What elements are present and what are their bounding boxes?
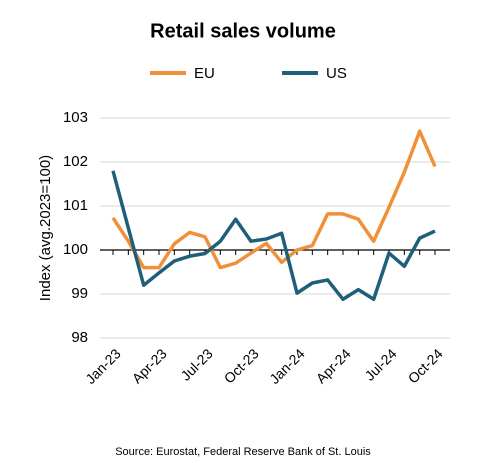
x-tick-label: Oct-23: [221, 345, 262, 386]
y-tick-label: 98: [71, 329, 88, 346]
x-tick-label: Jan-23: [82, 345, 124, 387]
x-tick-label: Jul-23: [177, 345, 215, 383]
x-tick-label: Apr-23: [129, 345, 170, 386]
x-tick-label: Apr-24: [313, 345, 354, 386]
chart-title: Retail sales volume: [150, 20, 336, 42]
x-tick-label: Oct-24: [405, 345, 446, 386]
y-axis-label: Index (avg.2023=100): [37, 155, 54, 301]
series-line: [111, 170, 436, 302]
x-tick-label: Jul-24: [361, 345, 399, 383]
legend-label: EU: [194, 65, 215, 82]
series-line: [111, 129, 437, 270]
y-tick-label: 101: [63, 197, 88, 214]
legend-label: US: [326, 65, 347, 82]
y-tick-label: 100: [63, 241, 88, 258]
y-tick-label: 103: [63, 109, 88, 126]
source-note: Source: Eurostat, Federal Reserve Bank o…: [115, 446, 371, 458]
y-tick-label: 99: [71, 285, 88, 302]
x-tick-label: Jan-24: [266, 345, 308, 387]
y-tick-label: 102: [63, 153, 88, 170]
